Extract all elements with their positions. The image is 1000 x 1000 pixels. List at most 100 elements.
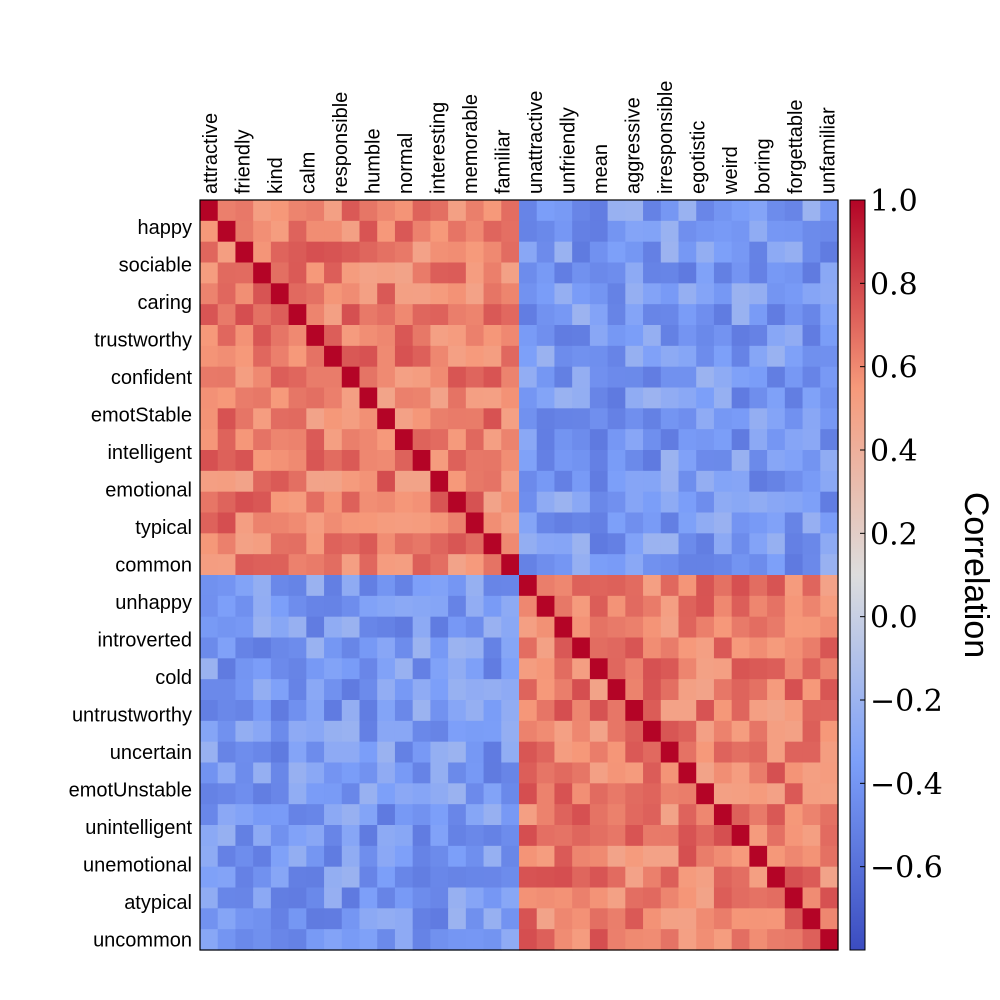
heatmap-cell — [660, 554, 680, 576]
heatmap-cell — [501, 283, 520, 305]
heatmap-cell — [341, 929, 361, 951]
heatmap-cell — [412, 804, 431, 826]
heatmap-cell — [288, 491, 307, 514]
heatmap-cell — [536, 637, 556, 659]
heatmap-cell — [731, 554, 750, 576]
heatmap-cell — [625, 262, 644, 284]
heatmap-cell — [448, 366, 467, 389]
heatmap-cell — [678, 325, 697, 347]
heatmap-cell — [200, 637, 219, 659]
heatmap-cell — [572, 345, 591, 368]
heatmap-cell — [288, 304, 307, 326]
heatmap-cell — [572, 700, 591, 722]
heatmap-cell — [607, 408, 626, 430]
heatmap-cell — [412, 408, 431, 430]
heatmap-cell — [713, 679, 733, 701]
heatmap-cell — [430, 637, 449, 659]
column-label: unfriendly — [558, 107, 580, 194]
heatmap-cell — [802, 783, 821, 805]
heatmap-cell — [572, 720, 591, 743]
heatmap-cell — [767, 366, 786, 389]
heatmap-cell — [359, 387, 378, 409]
heatmap-cell — [412, 554, 431, 576]
heatmap-cell — [820, 241, 839, 264]
heatmap-cell — [643, 470, 662, 493]
heatmap-cell — [713, 554, 733, 576]
heatmap-cell — [749, 241, 768, 264]
heatmap-cell — [448, 575, 467, 597]
heatmap-cell — [235, 325, 254, 347]
heatmap-cell — [607, 491, 626, 514]
heatmap-cell — [465, 220, 485, 243]
heatmap-cell — [412, 700, 431, 722]
heatmap-cell — [643, 845, 662, 868]
heatmap-cell — [660, 741, 680, 764]
heatmap-cell — [430, 304, 449, 326]
heatmap-cell — [394, 616, 414, 639]
heatmap-cell — [501, 262, 520, 284]
heatmap-cell — [678, 679, 697, 701]
column-label: irresponsible — [655, 81, 677, 194]
heatmap-cell — [430, 470, 449, 493]
heatmap-cell — [253, 575, 272, 597]
heatmap-cell — [802, 283, 821, 305]
heatmap-cell — [713, 637, 733, 659]
heatmap-cell — [341, 470, 361, 493]
heatmap-cell — [554, 700, 573, 722]
heatmap-cell — [253, 679, 272, 701]
heatmap-cell — [448, 200, 467, 222]
heatmap-cell — [607, 262, 626, 284]
heatmap-cell — [448, 387, 467, 409]
heatmap-cell — [200, 762, 219, 784]
heatmap-cell — [713, 345, 733, 368]
heatmap-cell — [660, 762, 680, 784]
heatmap-cell — [235, 679, 254, 701]
heatmap-cell — [270, 262, 290, 284]
heatmap-cell — [483, 804, 502, 826]
heatmap-cell — [341, 554, 361, 576]
heatmap-cell — [341, 845, 361, 868]
row-label: introverted — [98, 630, 193, 652]
heatmap-cell — [643, 804, 662, 826]
heatmap-cell — [731, 325, 750, 347]
heatmap-cell — [731, 825, 750, 847]
heatmap-cell — [519, 533, 538, 555]
heatmap-cell — [483, 575, 502, 597]
heatmap-cell — [217, 700, 237, 722]
heatmap-cell — [519, 720, 538, 743]
heatmap-cell — [607, 512, 626, 534]
heatmap-cell — [589, 908, 609, 930]
heatmap-cell — [678, 825, 697, 847]
heatmap-cell — [554, 616, 573, 639]
heatmap-cell — [696, 825, 715, 847]
heatmap-cell — [625, 679, 644, 701]
heatmap-cell — [324, 304, 343, 326]
heatmap-cell — [713, 908, 733, 930]
heatmap-cell — [235, 887, 254, 909]
heatmap-cell — [412, 866, 431, 889]
heatmap-cell — [696, 762, 715, 784]
heatmap-cell — [377, 679, 396, 701]
heatmap-cell — [359, 595, 378, 618]
heatmap-cell — [731, 533, 750, 555]
heatmap-cell — [572, 366, 591, 389]
heatmap-cell — [767, 929, 786, 951]
heatmap-cell — [625, 241, 644, 264]
heatmap-cell — [200, 429, 219, 451]
heatmap-cell — [572, 325, 591, 347]
heatmap-cell — [483, 741, 502, 764]
heatmap-cell — [731, 450, 750, 472]
heatmap-cell — [465, 908, 485, 930]
heatmap-cell — [696, 220, 715, 243]
row-label: emotional — [105, 480, 192, 502]
colorbar-tick-label: −0.2 — [870, 684, 943, 719]
heatmap-cell — [465, 241, 485, 264]
heatmap-cell — [501, 387, 520, 409]
heatmap-cell — [217, 533, 237, 555]
heatmap-cell — [589, 762, 609, 784]
heatmap-cell — [731, 679, 750, 701]
heatmap-cell — [784, 387, 804, 409]
heatmap-cell — [235, 637, 254, 659]
heatmap-cell — [643, 283, 662, 305]
heatmap-cell — [749, 845, 768, 868]
